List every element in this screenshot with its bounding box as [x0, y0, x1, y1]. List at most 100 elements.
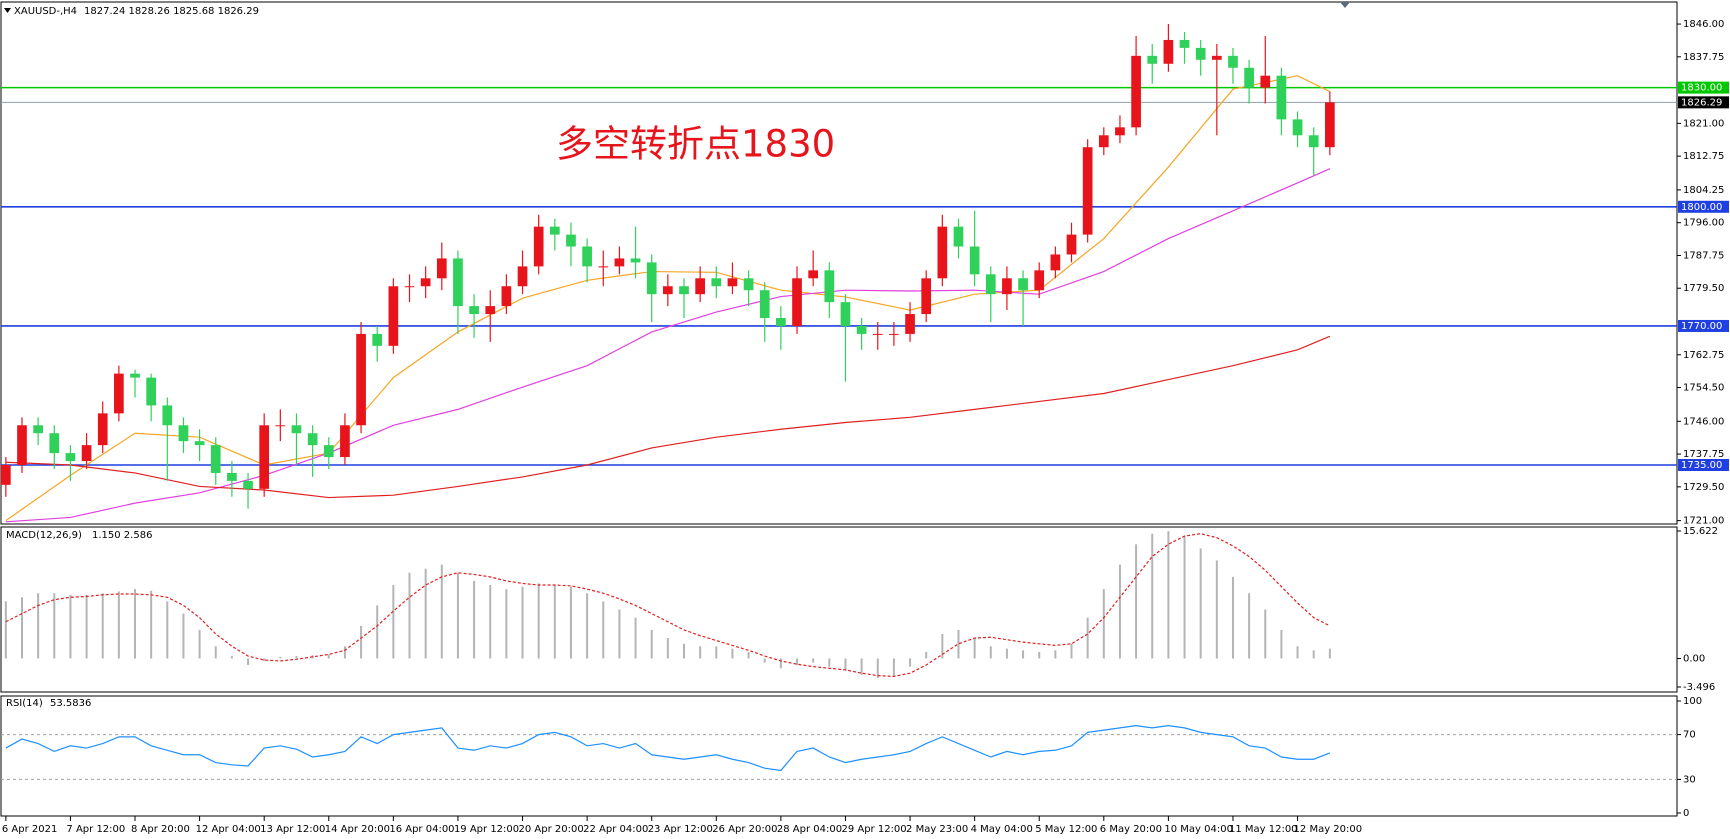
panel-values: 53.5836 — [50, 698, 91, 709]
candle-body — [114, 373, 124, 414]
candle-body — [1098, 135, 1109, 148]
candle-body — [1276, 75, 1287, 120]
candle-body — [889, 333, 899, 335]
y-tick-label: 1812.75 — [1683, 151, 1724, 162]
level-box — [1678, 81, 1729, 94]
shift-marker[interactable] — [1340, 2, 1350, 8]
price-panel — [0, 1, 1678, 525]
candle-body — [323, 445, 334, 458]
candle-body — [759, 290, 770, 319]
y-tick-label: 1762.75 — [1683, 350, 1724, 361]
candle-body — [1050, 254, 1061, 271]
candle-body — [840, 302, 851, 326]
candle-body — [1325, 102, 1335, 148]
candle-body — [1147, 55, 1158, 64]
candle-body — [259, 425, 270, 489]
x-tick-label: 16 Apr 04:00 — [389, 824, 454, 835]
candle-body — [856, 325, 867, 334]
candle-body — [921, 278, 932, 315]
x-tick-label: 6 Apr 2021 — [2, 824, 57, 835]
level-box — [1678, 459, 1729, 472]
x-tick-label: 10 May 04:00 — [1164, 824, 1233, 835]
candle-body — [630, 258, 641, 263]
candle-body — [792, 278, 802, 326]
candle-body — [872, 333, 883, 335]
candle-body — [146, 377, 157, 406]
candle-body — [436, 258, 447, 279]
annotation: 多空转折点1830 — [556, 123, 835, 166]
y-tick-label: 0.00 — [1683, 653, 1705, 664]
y-tick-label: 1821.00 — [1683, 118, 1724, 129]
candle-body — [905, 314, 915, 334]
level-label: 1830.00 — [1681, 83, 1722, 94]
candle-body — [663, 286, 673, 295]
candle-body — [210, 445, 221, 473]
y-tick-label: 1796.00 — [1683, 218, 1724, 229]
candle-body — [453, 258, 463, 307]
level-box — [1678, 319, 1729, 332]
menu-arrow[interactable] — [4, 8, 11, 13]
level-box — [1678, 200, 1729, 213]
x-tick-label: 2 May 23:00 — [906, 824, 968, 835]
candle-body — [178, 425, 189, 442]
candle-body — [420, 278, 431, 287]
candle-body — [1179, 39, 1190, 48]
candle-body — [17, 425, 27, 466]
candle-body — [162, 405, 173, 426]
x-tick-label: 6 May 20:00 — [1100, 824, 1162, 835]
y-tick-label: -3.496 — [1683, 682, 1715, 693]
candle-body — [711, 278, 722, 287]
level-label: 1826.29 — [1681, 97, 1722, 108]
candle-body — [743, 278, 754, 291]
rsi-panel — [0, 695, 1678, 817]
candle-body — [130, 373, 140, 378]
candle-body — [307, 433, 318, 446]
candle-body — [372, 333, 383, 346]
candle-body — [937, 226, 948, 279]
rsi-line — [5, 725, 1331, 772]
y-tick-label: 30 — [1683, 774, 1696, 785]
candle-body — [679, 286, 689, 295]
panel-title: RSI(14) — [6, 698, 43, 709]
y-tick-label: 1746.00 — [1683, 416, 1724, 427]
candle-body — [1034, 270, 1045, 291]
candle-body — [1066, 234, 1077, 255]
y-tick-label: 100 — [1683, 696, 1702, 707]
x-tick-label: 19 Apr 12:00 — [454, 824, 519, 835]
candle-body — [566, 234, 576, 247]
candle-body — [243, 480, 253, 489]
candle-body — [549, 226, 560, 235]
x-tick-label: 26 Apr 20:00 — [712, 824, 777, 835]
candle-body — [469, 306, 479, 315]
candle-body — [1211, 55, 1222, 60]
x-tick-label: 12 Apr 04:00 — [196, 824, 261, 835]
candle-body — [33, 425, 43, 434]
x-tick-label: 14 Apr 20:00 — [325, 824, 390, 835]
candle-body — [517, 266, 528, 287]
x-tick-label: 28 Apr 04:00 — [777, 824, 842, 835]
x-tick-label: 23 Apr 12:00 — [648, 824, 713, 835]
candle-body — [1244, 67, 1254, 88]
y-tick-label: 1846.00 — [1683, 19, 1724, 30]
candle-body — [0, 465, 11, 485]
moving-average — [5, 168, 1331, 523]
candle-body — [1082, 147, 1093, 235]
y-tick-label: 1787.75 — [1683, 250, 1724, 261]
x-tick-label: 8 Apr 20:00 — [131, 824, 190, 835]
candle-body — [582, 246, 592, 267]
moving-average — [5, 75, 1331, 522]
candle-body — [404, 286, 415, 288]
candle-body — [65, 453, 76, 462]
x-tick-label: 29 Apr 12:00 — [841, 824, 906, 835]
candle-body — [1115, 127, 1125, 136]
level-label: 1735.00 — [1681, 460, 1722, 471]
candle-body — [1260, 75, 1271, 88]
y-tick-label: 1779.50 — [1683, 283, 1724, 294]
candle-body — [1163, 39, 1174, 64]
candle-body — [227, 472, 237, 481]
x-tick-label: 22 Apr 04:00 — [583, 824, 648, 835]
candle-body — [1292, 119, 1303, 136]
y-tick-label: 70 — [1683, 730, 1696, 741]
candle-body — [81, 445, 92, 462]
